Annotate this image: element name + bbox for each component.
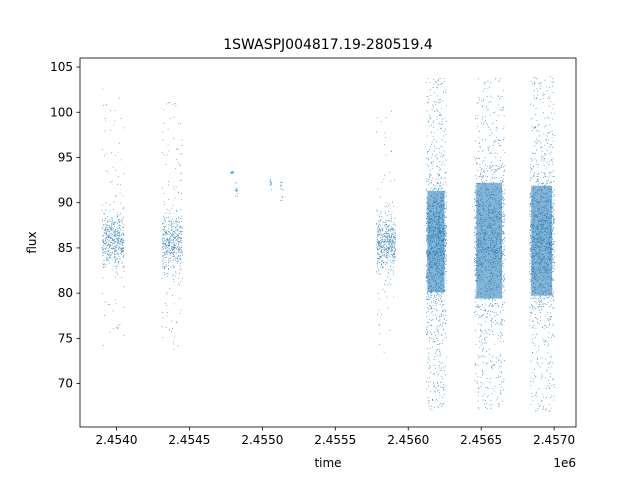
y-tick-label: 70 [58,377,73,391]
x-tick-label: 2.4550 [241,433,283,447]
x-tick-label: 2.4555 [314,433,356,447]
y-axis: 70 75 80 85 90 95 100 105 [50,60,80,391]
x-tick-label: 2.4540 [95,433,137,447]
x-tick-label: 2.4565 [460,433,502,447]
data-segment [425,77,447,411]
y-tick-label: 90 [58,196,73,210]
scatter-point-cloud [234,182,239,197]
data-segment [473,78,506,410]
scatter-point-cloud [230,171,234,174]
data-segment [280,181,284,201]
data-segment [529,76,555,412]
data-segment [269,179,272,190]
x-tick-label: 2.4560 [387,433,429,447]
scatter-point-cloud [425,77,447,411]
y-tick-label: 80 [58,286,73,300]
y-tick-label: 85 [58,241,73,255]
y-tick-label: 95 [58,150,73,164]
data-segment [230,171,234,174]
data-segment [234,182,239,197]
x-tick-label: 2.4570 [533,433,575,447]
scatter-points [101,76,555,412]
y-tick-label: 100 [50,105,73,119]
y-tick-label: 75 [58,331,73,345]
x-axis: 2.4540 2.4545 2.4550 2.4555 2.4560 2.4565 2.45… [95,427,575,447]
x-offset-label: 1e6 [553,456,576,470]
y-axis-label: flux [25,231,39,253]
y-tick-label: 105 [50,60,73,74]
scatter-point-cloud [269,179,272,190]
scatter-point-cloud [280,181,284,201]
x-tick-label: 2.4545 [168,433,210,447]
x-axis-label: time [314,456,341,470]
plot-frame [79,57,577,428]
chart-title: 1SWASPJ004817.19-280519.4 [223,37,433,53]
scatter-point-cloud [529,76,555,412]
